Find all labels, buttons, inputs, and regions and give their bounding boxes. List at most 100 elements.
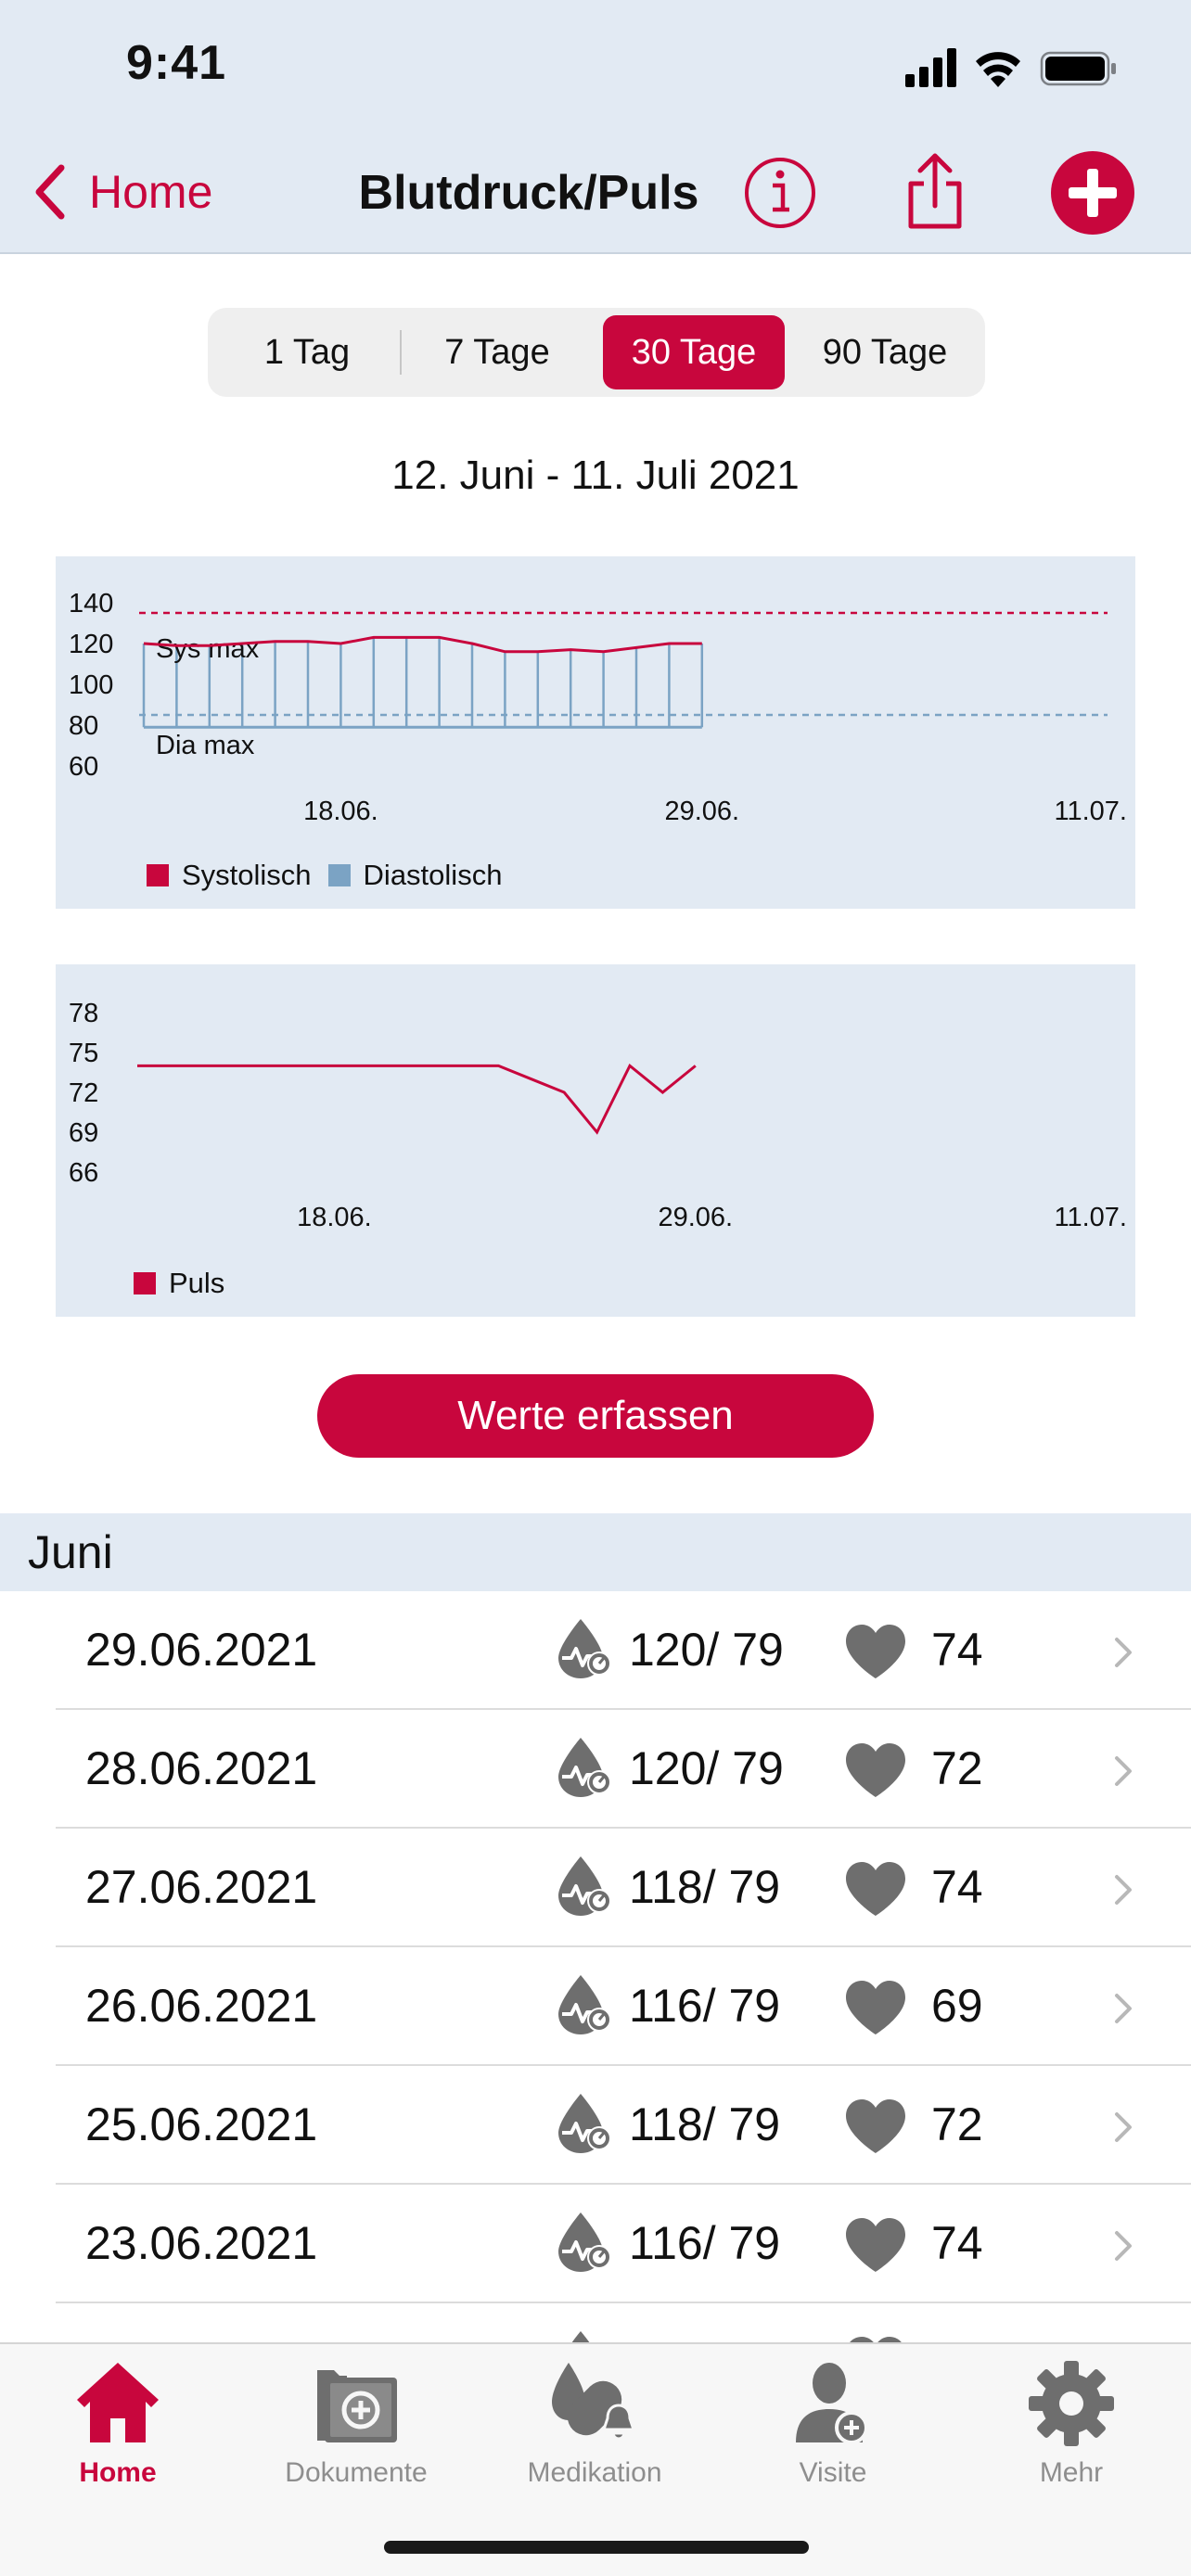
heart-icon [846, 2099, 905, 2153]
bp-y-tick: 140 [69, 589, 113, 618]
entry-pulse: 72 [931, 2098, 983, 2150]
legend-diastolic: Diastolisch [363, 859, 503, 891]
blood-pressure-icon [558, 2094, 611, 2153]
entry-date: 27.06.2021 [85, 1861, 318, 1913]
entry-pulse: 74 [931, 2217, 983, 2269]
bp-y-tick: 60 [69, 752, 98, 782]
date-range: 12. Juni - 11. Juli 2021 [391, 453, 800, 498]
entry-blood-pressure: 120/ 79 [629, 1624, 784, 1676]
status-icons [905, 48, 1116, 87]
entry-blood-pressure: 116/ 79 [629, 2217, 781, 2269]
info-icon[interactable] [736, 148, 825, 237]
section-header-month: Juni [0, 1513, 1191, 1591]
status-time: 9:41 [126, 36, 227, 90]
blood-pressure-icon [558, 1619, 611, 1678]
table-row[interactable]: 27.06.2021 118/ 79 74 [0, 1829, 1191, 1947]
entry-date: 26.06.2021 [85, 1980, 318, 2032]
chevron-right-icon [1115, 1638, 1132, 1667]
tab-mehr[interactable]: Mehr [969, 2357, 1173, 2489]
entry-date: 29.06.2021 [85, 1624, 318, 1676]
tab-dokumente[interactable]: Dokumente [254, 2357, 458, 2489]
period-option-30-tage[interactable]: 30 Tage [603, 315, 785, 389]
bp-x-tick: 11.07. [1055, 797, 1127, 826]
blood-pressure-plot: 140 120 100 80 60 Sys max Dia max 18.06. 29.06… [69, 589, 1127, 826]
tab-label-medikation: Medikation [527, 2457, 662, 2488]
entry-date: 28.06.2021 [85, 1742, 318, 1794]
blood-pressure-chart: 140 120 100 80 60 Sys max Dia max 18.06. 29.06… [56, 556, 1135, 909]
chevron-right-icon [1115, 2112, 1132, 2142]
entry-date: 25.06.2021 [85, 2098, 318, 2150]
period-option-1-tag[interactable]: 1 Tag [263, 332, 351, 372]
entry-pulse: 74 [931, 1861, 983, 1913]
heart-icon [846, 2218, 905, 2272]
tab-bar: Home Dokumente Medikation Visite [0, 2342, 1191, 2576]
heart-icon [846, 1862, 905, 1916]
pulse-y-tick: 66 [69, 1158, 98, 1188]
table-row[interactable]: 23.06.2021 116/ 79 74 [0, 2185, 1191, 2303]
legend-pulse: Puls [169, 1267, 225, 1299]
entry-blood-pressure: 118/ 79 [629, 1861, 781, 1913]
pulse-legend: Puls [134, 1267, 224, 1300]
table-row[interactable]: 25.06.2021 118/ 79 72 [0, 2066, 1191, 2185]
entry-blood-pressure: 120/ 79 [629, 1742, 784, 1794]
documents-icon [317, 2370, 397, 2442]
entry-pulse: 74 [931, 1624, 983, 1676]
heart-icon [846, 1743, 905, 1797]
period-option-90-tage[interactable]: 90 Tage [822, 332, 948, 372]
pulse-y-tick: 78 [69, 999, 98, 1028]
bp-y-tick: 80 [69, 711, 98, 741]
tab-label-home: Home [79, 2457, 157, 2488]
legend-systolic: Systolisch [182, 859, 312, 891]
medication-icon [552, 2363, 636, 2441]
tab-visite[interactable]: Visite [731, 2357, 935, 2489]
entry-blood-pressure: 116/ 79 [629, 1980, 781, 2032]
page-title: Blutdruck/Puls [358, 166, 699, 220]
chevron-right-icon [1115, 1994, 1132, 2023]
heart-icon [846, 1981, 905, 2034]
period-option-7-tage[interactable]: 7 Tage [444, 332, 550, 372]
entry-pulse: 69 [931, 1980, 983, 2032]
record-values-button[interactable]: Werte erfassen [317, 1374, 874, 1458]
pulse-y-tick: 72 [69, 1078, 98, 1108]
pulse-y-tick: 75 [69, 1039, 98, 1068]
tab-label-mehr: Mehr [1039, 2457, 1104, 2488]
pulse-chart: 78 75 72 69 66 18.06. 29.06. 11.07. Puls [56, 964, 1135, 1317]
pulse-x-tick: 29.06. [658, 1203, 733, 1232]
back-label: Home [89, 166, 213, 218]
heart-icon [846, 1625, 905, 1678]
bp-legend: Systolisch Diastolisch [147, 859, 502, 892]
back-button[interactable]: Home [32, 158, 212, 226]
segment-divider [400, 330, 402, 375]
table-row[interactable]: 28.06.2021 120/ 79 72 [0, 1710, 1191, 1829]
pulse-swatch [134, 1272, 156, 1294]
tab-medikation[interactable]: Medikation [493, 2357, 697, 2489]
tab-label-visite: Visite [799, 2457, 867, 2488]
blood-pressure-icon [558, 1975, 611, 2034]
pulse-x-tick: 11.07. [1055, 1203, 1127, 1232]
home-icon [77, 2363, 159, 2442]
period-selector: 1 Tag 7 Tage 30 Tage 90 Tage [208, 308, 985, 397]
add-entry-icon[interactable] [1048, 148, 1137, 237]
cellular-signal-icon [905, 48, 956, 87]
blood-pressure-icon [558, 1856, 611, 1916]
table-row[interactable]: 26.06.2021 116/ 79 69 [0, 1947, 1191, 2066]
systolic-swatch [147, 864, 169, 886]
chevron-left-icon [35, 164, 65, 220]
diastolic-swatch [327, 864, 351, 886]
pulse-y-tick: 69 [69, 1118, 98, 1148]
bp-y-tick: 120 [69, 630, 113, 659]
chevron-right-icon [1115, 1875, 1132, 1905]
threshold-label: Sys max [156, 634, 260, 664]
battery-icon [1040, 51, 1116, 86]
chevron-right-icon [1115, 1756, 1132, 1786]
header: 9:41 Home Blutdruck/Puls [0, 0, 1191, 254]
table-row[interactable]: 29.06.2021 120/ 79 74 [0, 1591, 1191, 1710]
pulse-plot: 78 75 72 69 66 18.06. 29.06. 11.07. [69, 999, 1127, 1232]
entry-blood-pressure: 118/ 79 [629, 2098, 781, 2150]
share-icon[interactable] [890, 148, 980, 237]
pulse-x-tick: 18.06. [297, 1203, 372, 1232]
tab-home[interactable]: Home [16, 2357, 220, 2489]
home-indicator [384, 2541, 809, 2554]
pulse-line [137, 1064, 697, 1135]
measurement-list: 29.06.2021 120/ 79 74 28.06.2021 120/ 79 72 27… [0, 1591, 1191, 2359]
